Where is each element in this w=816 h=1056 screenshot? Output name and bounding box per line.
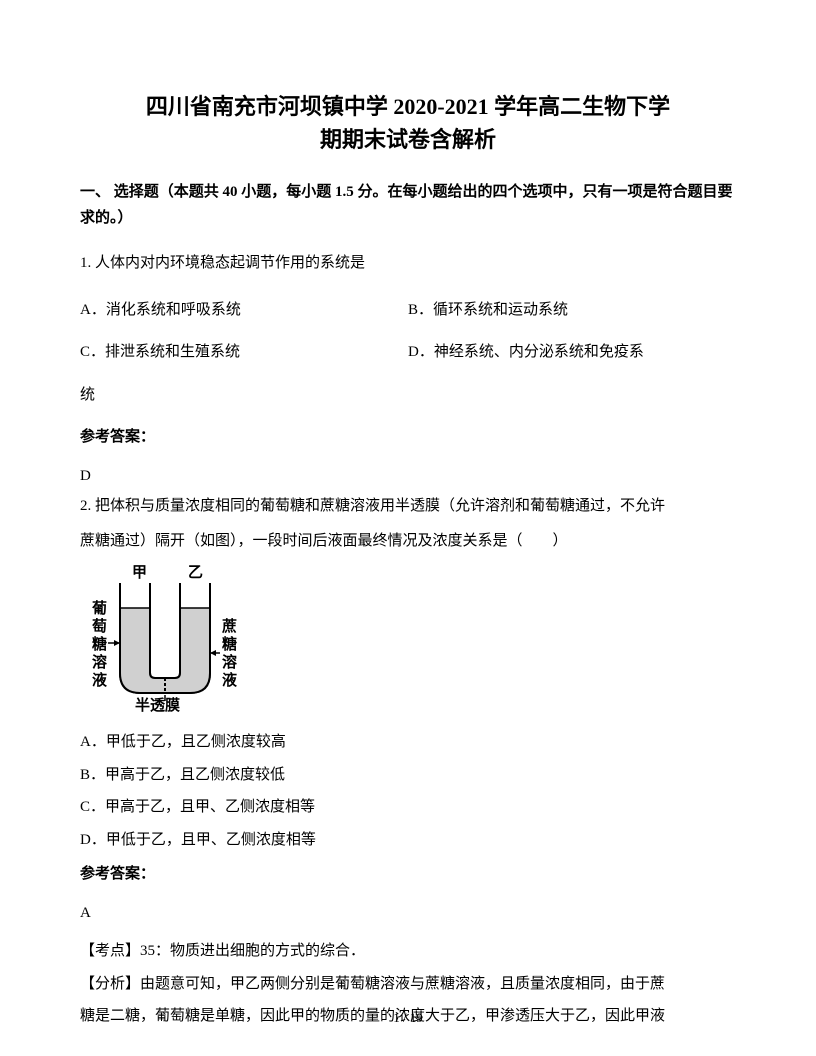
q2-answer-label: 参考答案： [80,860,736,889]
svg-text:溶: 溶 [92,653,107,671]
svg-text:萄: 萄 [92,617,107,635]
diagram-label-right-side: 蔗 [221,617,237,635]
q2-text-line2: 蔗糖通过）隔开（如图），一段时间后液面最终情况及浓度关系是（ ） [80,527,736,556]
question-1-options-row-1: A．消化系统和呼吸系统 B．循环系统和运动系统 [80,296,736,325]
q2-analysis-line1: 【分析】由题意可知，甲乙两侧分别是葡萄糖溶液与蔗糖溶液，且质量浓度相同，由于蔗 [80,970,736,999]
diagram-label-left-side: 葡 [91,599,107,617]
question-1-text: 1. 人体内对内环境稳态起调节作用的系统是 [80,249,736,278]
page-number: 1 / 19 [0,1010,816,1026]
liquid-right [165,608,210,693]
q2-option-a: A．甲低于乙，且乙侧浓度较高 [80,728,736,757]
svg-text:糖: 糖 [222,635,237,653]
q1-answer-label: 参考答案： [80,423,736,452]
q1-option-d: D．神经系统、内分泌系统和免疫系 [408,338,736,367]
svg-text:液: 液 [92,671,108,689]
q1-answer: D [80,462,736,491]
q1-option-a: A．消化系统和呼吸系统 [80,296,408,325]
q2-option-d: D．甲低于乙，且甲、乙侧浓度相等 [80,826,736,855]
liquid-left [120,608,165,693]
q2-option-c: C．甲高于乙，且甲、乙侧浓度相等 [80,793,736,822]
q2-text-line1: 2. 把体积与质量浓度相同的葡萄糖和蔗糖溶液用半透膜（允许溶剂和葡萄糖通过，不允… [80,492,736,521]
svg-text:糖: 糖 [92,635,107,653]
title-line-1: 四川省南充市河坝镇中学 2020-2021 学年高二生物下学 [80,90,736,123]
diagram-label-bottom: 半透膜 [135,696,180,713]
q2-analysis-point: 【考点】35：物质进出细胞的方式的综合． [80,937,736,966]
question-1-options-row-2: C．排泄系统和生殖系统 D．神经系统、内分泌系统和免疫系 [80,338,736,367]
svg-text:溶: 溶 [222,653,237,671]
u-tube-svg: 甲 乙 葡 萄 糖 溶 液 蔗 糖 溶 [80,563,250,713]
svg-text:液: 液 [222,671,238,689]
document-title: 四川省南充市河坝镇中学 2020-2021 学年高二生物下学 期期末试卷含解析 [80,90,736,156]
q2-option-b: B．甲高于乙，且乙侧浓度较低 [80,761,736,790]
u-tube-diagram: 甲 乙 葡 萄 糖 溶 液 蔗 糖 溶 [80,563,736,718]
title-line-2: 期期末试卷含解析 [80,123,736,156]
diagram-label-left-top: 甲 [132,564,147,581]
q1-option-d-cont: 统 [80,381,736,410]
q2-answer: A [80,899,736,928]
diagram-label-right-top: 乙 [188,565,203,581]
section-header: 一、 选择题（本题共 40 小题，每小题 1.5 分。在每小题给出的四个选项中，… [80,180,736,231]
q1-option-c: C．排泄系统和生殖系统 [80,338,408,367]
q1-option-b: B．循环系统和运动系统 [408,296,736,325]
u-tube-inner [150,583,180,678]
